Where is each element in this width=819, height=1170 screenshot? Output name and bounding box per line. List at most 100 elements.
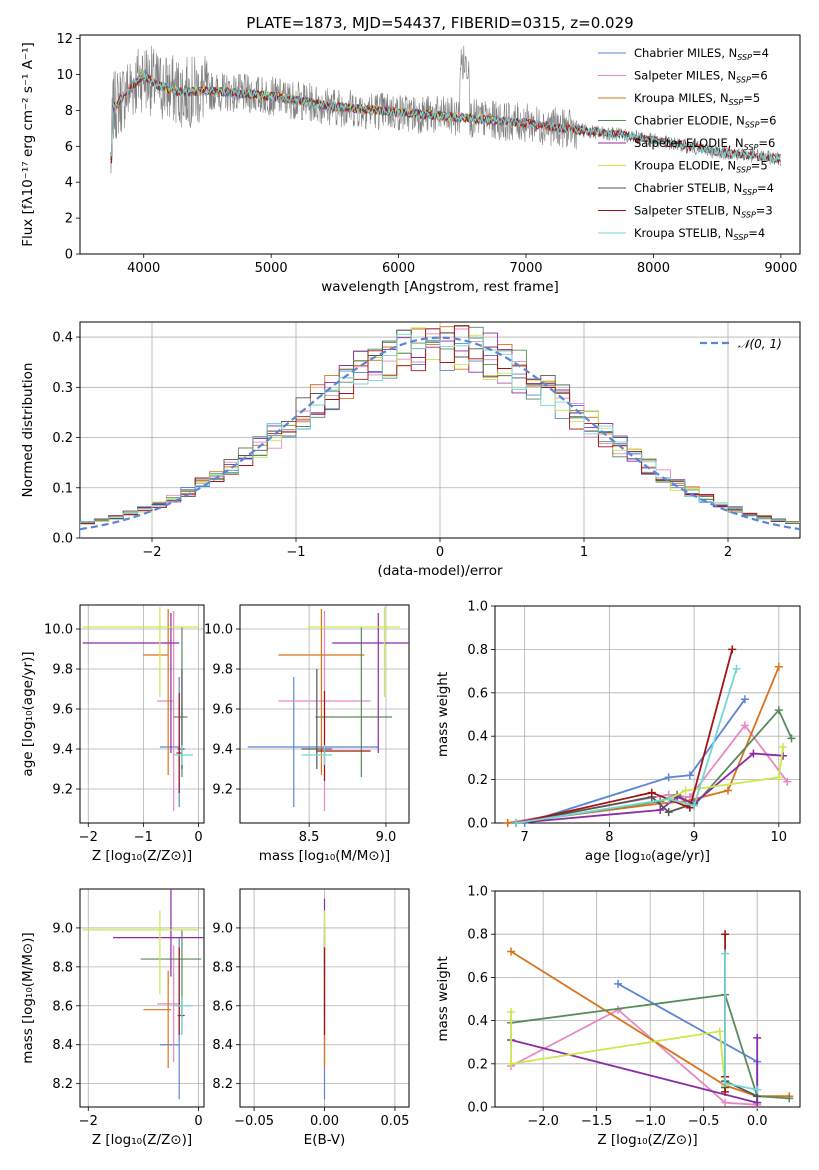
panel-weight-vs-age: 7 8 9 10 0.0 0.2 0.4 0.6 0.8 1.0 age [log₁₀(age/yr… xyxy=(435,600,801,864)
y-tick-label: 8.8 xyxy=(52,960,73,975)
histogram-salpeter-stelib xyxy=(80,325,800,538)
weight-marker xyxy=(690,801,699,810)
weight-marker xyxy=(723,786,732,795)
weight-line xyxy=(516,752,784,824)
weight-marker xyxy=(664,808,673,817)
y-axis-label: mass [log₁₀(M/M⊙)] xyxy=(20,932,36,1063)
legend-tail: =4 xyxy=(757,181,774,195)
x-tick-label: −0.5 xyxy=(688,1114,720,1129)
y-axis-label: mass weight xyxy=(435,956,451,1041)
weight-line xyxy=(507,723,789,824)
y-tick-label: 8.6 xyxy=(52,999,73,1014)
weight-line xyxy=(510,950,790,1098)
weight-marker xyxy=(740,721,749,730)
x-tick-label: 0.00 xyxy=(310,1114,339,1129)
y-tick-label: 9.2 xyxy=(52,783,73,798)
x-tick-label: 7 xyxy=(521,830,529,845)
weight-line xyxy=(724,953,758,1091)
weight-marker xyxy=(685,771,694,780)
errorbar-chabrier-elodie xyxy=(315,627,393,777)
panel-residuals: −2 −1 0 1 2 0.0 0.1 0.2 0.3 0.4 (data-model)/error… xyxy=(20,321,801,579)
weight-marker xyxy=(664,795,673,804)
legend-label: Chabrier ELODIE, NSSP=6 xyxy=(634,114,776,130)
weight-marker xyxy=(753,1033,762,1042)
y-tick-label: 0.2 xyxy=(467,1057,488,1072)
y-tick-label: 9.4 xyxy=(212,743,233,758)
y-tick-label: 8.2 xyxy=(52,1077,73,1092)
y-tick-label: 9.0 xyxy=(212,921,233,936)
x-tick-label: 8000 xyxy=(637,261,670,276)
model-line-kroupa-stelib xyxy=(110,70,781,163)
x-tick-label: −1.0 xyxy=(634,1114,666,1129)
errorbar-kroupa-stelib xyxy=(173,745,193,765)
weight-line xyxy=(516,708,793,824)
legend-label: Chabrier STELIB, NSSP=4 xyxy=(634,181,774,197)
weight-marker xyxy=(614,979,623,988)
legend-tail: =6 xyxy=(760,114,777,128)
weight-marker xyxy=(785,1094,794,1103)
weight-marker xyxy=(774,662,783,671)
x-tick-label: 9.0 xyxy=(376,830,397,845)
y-tick-label: 0.4 xyxy=(467,1014,488,1029)
y-tick-label: 4 xyxy=(65,176,73,191)
weight-line xyxy=(510,1008,758,1106)
errorbar-kroupa-miles xyxy=(143,970,171,1069)
y-tick-label: 9.2 xyxy=(212,783,233,798)
y-tick-label: 0.2 xyxy=(52,431,73,446)
y-tick-label: 8.2 xyxy=(212,1077,233,1092)
x-tick-label: 6000 xyxy=(382,261,415,276)
errorbar-chabrier-miles xyxy=(159,677,180,807)
y-tick-label: 6 xyxy=(65,140,73,155)
weight-marker xyxy=(664,773,673,782)
errorbar-salpeter-stelib xyxy=(176,693,182,793)
weight-marker xyxy=(779,743,788,752)
legend-tail: =5 xyxy=(743,91,760,105)
weight-marker xyxy=(721,1079,730,1088)
weight-marker xyxy=(753,1085,762,1094)
x-axis-label: Z [log₁₀(Z/Z⊙)] xyxy=(92,848,192,864)
x-axis-label: age [log₁₀(age/yr)] xyxy=(585,848,710,864)
x-tick-label: 9 xyxy=(690,830,698,845)
x-axis-label: (data-model)/error xyxy=(377,563,503,579)
x-tick-label: 0 xyxy=(194,1114,202,1129)
panel-age-vs-Z: −2 −1 0 9.2 9.4 9.6 9.8 10.0 Z [log₁₀(Z/Z⊙)] age … xyxy=(20,604,205,864)
weight-marker xyxy=(721,1098,730,1107)
x-tick-label: −2 xyxy=(79,830,98,845)
errorbar-salpeter-elodie xyxy=(113,889,204,977)
y-tick-label: 8 xyxy=(65,104,73,119)
x-axis-label: Z [log₁₀(Z/Z⊙)] xyxy=(597,1132,697,1148)
legend-label: Salpeter STELIB, NSSP=3 xyxy=(634,204,773,220)
weight-marker xyxy=(681,786,690,795)
axes-frame xyxy=(79,604,205,824)
weight-marker xyxy=(507,1007,516,1016)
y-tick-label: 8.8 xyxy=(212,960,233,975)
errorbar-kroupa-stelib xyxy=(301,745,333,765)
legend-sub: SSP xyxy=(736,76,751,85)
axes-frame xyxy=(239,604,410,824)
x-axis-label: wavelength [Angstrom, rest frame] xyxy=(321,279,559,295)
errorbar-kroupa-elodie xyxy=(307,607,400,697)
y-tick-label: 8.4 xyxy=(52,1038,73,1053)
errorbar-salpeter-elodie xyxy=(332,613,409,753)
weight-marker xyxy=(647,788,656,797)
axes-frame xyxy=(494,605,801,824)
weight-line xyxy=(524,698,746,824)
x-tick-label: 0 xyxy=(436,545,444,560)
y-tick-label: 0.0 xyxy=(52,532,73,547)
y-tick-label: 9.6 xyxy=(52,703,73,718)
axes-frame xyxy=(79,888,205,1108)
y-tick-label: 0.4 xyxy=(52,331,73,346)
legend-sub: SSP xyxy=(734,233,749,242)
y-tick-label: 9.4 xyxy=(52,743,73,758)
x-tick-label: −1 xyxy=(286,545,305,560)
errorbars xyxy=(82,889,204,1100)
figure-title: PLATE=1873, MJD=54437, FIBERID=0315, z=0… xyxy=(246,14,633,32)
panel-mass-vs-Z: −2 0 8.2 8.4 8.6 8.8 9.0 Z [log₁₀(Z/Z⊙)] mass [l… xyxy=(20,888,205,1148)
y-tick-label: 1.0 xyxy=(467,885,488,900)
errorbars xyxy=(247,607,409,811)
y-tick-label: 8.4 xyxy=(212,1038,233,1053)
x-axis-label: Z [log₁₀(Z/Z⊙)] xyxy=(92,1132,192,1148)
panel-spectrum: 4000 5000 6000 7000 8000 9000 0 2 4 6 8 10 12 wavelen… xyxy=(20,32,801,295)
legend-sub: SSP xyxy=(745,121,760,130)
weights-chabrier-elodie xyxy=(512,706,796,827)
